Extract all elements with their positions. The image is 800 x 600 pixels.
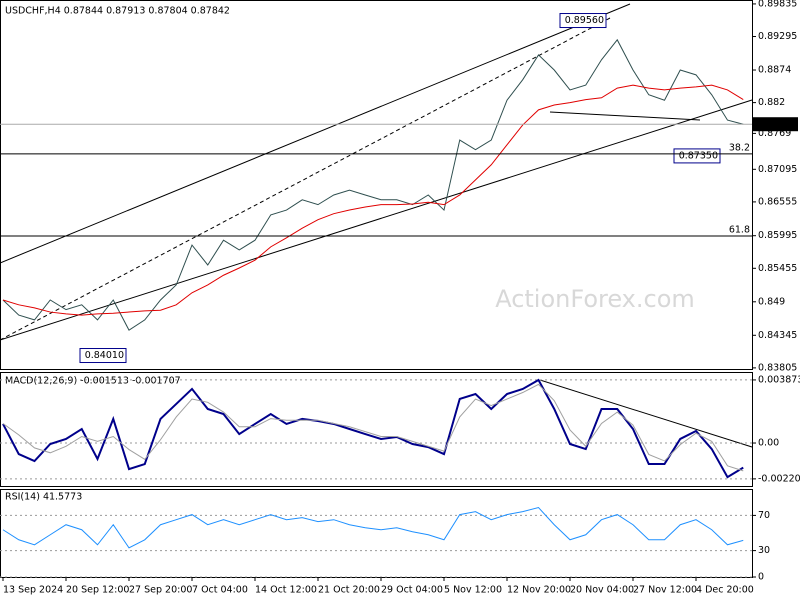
y-tick-label: 0.849 bbox=[758, 296, 785, 307]
series-line bbox=[2, 84, 744, 316]
x-tick-label: 14 Oct 12:00 bbox=[255, 585, 317, 596]
label-box bbox=[79, 348, 127, 364]
y-tick-label: 0.87095 bbox=[758, 164, 797, 175]
x-tick-label: 20 Sep 12:00 bbox=[66, 585, 129, 596]
macd-frame bbox=[0, 372, 753, 487]
x-tick-label: 29 Oct 04:00 bbox=[381, 585, 443, 596]
rsi-title: RSI(14) 41.5773 bbox=[5, 492, 82, 503]
price-title: USDCHF,H4 0.87844 0.87913 0.87804 0.8784… bbox=[5, 6, 230, 17]
x-tick-label: 12 Nov 20:00 bbox=[507, 585, 571, 596]
last-price-box bbox=[753, 117, 798, 132]
x-tick-label: 21 Oct 20:00 bbox=[318, 585, 380, 596]
x-tick-label: 27 Nov 12:00 bbox=[633, 585, 697, 596]
annotation: 0.89560 bbox=[565, 15, 604, 26]
channel-lower bbox=[0, 99, 753, 341]
y-tick-label: 0.85995 bbox=[758, 230, 797, 241]
last-price-label: 0.87842 bbox=[758, 119, 797, 130]
series-line bbox=[2, 38, 744, 331]
watermark: ActionForex.com bbox=[495, 285, 695, 313]
x-tick-label: 5 Nov 12:00 bbox=[444, 585, 502, 596]
y-tick-label: 0.8769 bbox=[758, 128, 791, 139]
trend-lines bbox=[0, 3, 753, 448]
channel-mid bbox=[0, 17, 611, 341]
x-tick-label: 27 Sep 20:00 bbox=[129, 585, 192, 596]
x-tick-label: 7 Oct 04:00 bbox=[192, 585, 248, 596]
series-line bbox=[2, 378, 744, 479]
neckline bbox=[549, 111, 701, 121]
y-tick-label: 70 bbox=[758, 510, 770, 521]
channel-upper bbox=[0, 3, 631, 264]
frames bbox=[0, 0, 753, 578]
y-tick-label: 0 bbox=[758, 572, 764, 583]
y-tick-label: 30 bbox=[758, 545, 770, 556]
series-line bbox=[2, 383, 744, 472]
x-tick-label: 13 Sep 2024 bbox=[3, 585, 63, 596]
label-box bbox=[673, 148, 721, 164]
y-tick-label: 0.89835 bbox=[758, 0, 797, 9]
price-frame bbox=[0, 0, 753, 370]
label-box bbox=[559, 13, 607, 29]
annotation: 0.84010 bbox=[85, 350, 124, 361]
y-tick-label: 0.882 bbox=[758, 97, 785, 108]
y-tick-label: 0.86555 bbox=[758, 196, 797, 207]
y-tick-label: 0.00 bbox=[758, 438, 779, 449]
y-tick-label: 0.84345 bbox=[758, 330, 797, 341]
y-tick-label: 0.85455 bbox=[758, 263, 797, 274]
x-tick-label: 20 Nov 04:00 bbox=[570, 585, 634, 596]
y-tick-label: -0.002201 bbox=[758, 473, 800, 484]
macd-trend-line bbox=[539, 379, 753, 448]
annotation: 61.8 bbox=[729, 225, 750, 236]
annotation: 38.2 bbox=[729, 142, 750, 153]
y-tick-label: 0.8874 bbox=[758, 65, 791, 76]
series-line bbox=[2, 507, 744, 549]
y-tick-label: 0.89295 bbox=[758, 31, 797, 42]
y-tick-label: 0.003873 bbox=[758, 374, 800, 385]
macd-title: MACD(12,26,9) -0.001513 -0.001707 bbox=[5, 376, 181, 387]
annotation: 0.87350 bbox=[679, 150, 718, 161]
y-tick-label: 0.83805 bbox=[758, 362, 797, 373]
x-tick-label: 4 Dec 20:00 bbox=[696, 585, 754, 596]
